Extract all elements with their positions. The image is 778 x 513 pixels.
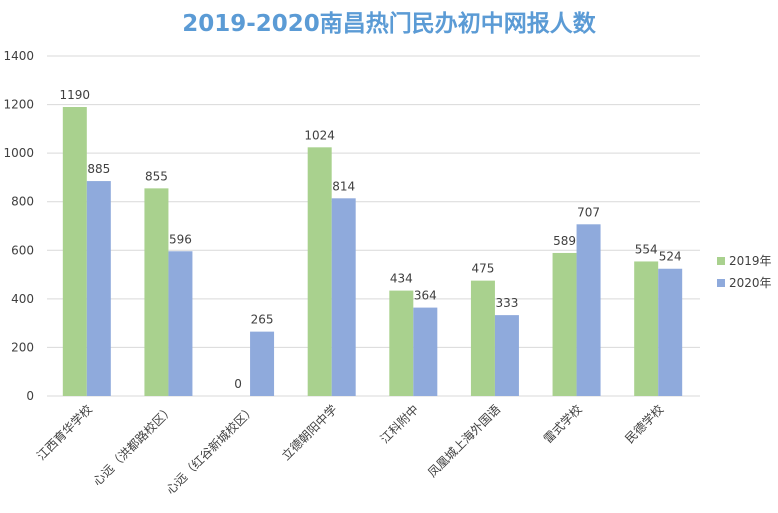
- y-axis-tick-labels: 0 200 400 600 800 1000 1200 1400: [3, 49, 34, 403]
- data-label: 1024: [304, 128, 335, 142]
- data-label: 1190: [60, 88, 91, 102]
- bar-series-2: [658, 268, 683, 396]
- y-tick-label: 600: [11, 243, 34, 257]
- legend-label: 2019年: [729, 254, 772, 268]
- bar-series-2: [494, 315, 519, 396]
- y-tick-label: 200: [11, 340, 34, 354]
- legend: 2019年 2020年: [717, 254, 772, 290]
- bar-series-2: [250, 331, 275, 396]
- data-label: 885: [87, 162, 110, 176]
- data-label: 265: [251, 313, 274, 327]
- y-tick-label: 1200: [3, 98, 34, 112]
- x-tick-label: 雷式学校: [540, 402, 585, 447]
- bar-series-1: [144, 188, 169, 396]
- chart-title: 2019-2020南昌热门民办初中网报人数: [182, 10, 597, 37]
- data-label: 814: [332, 179, 355, 193]
- y-tick-label: 800: [11, 195, 34, 209]
- data-label: 524: [659, 250, 682, 264]
- x-tick-label: 江西育华学校: [33, 402, 95, 464]
- y-tick-label: 0: [26, 389, 34, 403]
- y-tick-label: 1000: [3, 146, 34, 160]
- data-label: 596: [169, 232, 192, 246]
- x-tick-label: 民德学校: [622, 402, 667, 447]
- bar-series-2: [413, 307, 438, 396]
- data-label: 333: [495, 296, 518, 310]
- y-tick-label: 400: [11, 292, 34, 306]
- data-label: 707: [577, 205, 600, 219]
- x-tick-label: 凤凰城上海外国语: [425, 402, 503, 480]
- bar-series-2: [331, 198, 356, 396]
- bar-series-1: [307, 147, 332, 396]
- bar-series-1: [470, 280, 495, 396]
- bar-series-2: [576, 224, 601, 396]
- x-tick-label: 心远（红谷新城校区）: [163, 402, 258, 497]
- x-tick-label: 立德朝阳中学: [278, 402, 340, 464]
- data-label: 554: [635, 242, 658, 256]
- y-tick-label: 1400: [3, 49, 34, 63]
- data-label: 0: [234, 377, 242, 391]
- data-label: 855: [145, 169, 168, 183]
- bar-series-2: [86, 181, 111, 396]
- data-label: 589: [553, 234, 576, 248]
- bar-series-1: [552, 252, 577, 396]
- bar-series-1: [389, 290, 414, 396]
- bar-series-1: [634, 261, 659, 396]
- x-tick-label: 江科附中: [377, 402, 422, 447]
- bars: [62, 107, 683, 396]
- data-label: 475: [471, 262, 494, 276]
- legend-label: 2020年: [729, 276, 772, 290]
- legend-swatch: [717, 279, 725, 287]
- x-tick-label: 心远（洪都路校区）: [90, 402, 177, 489]
- bar-series-2: [168, 251, 193, 396]
- data-label: 364: [414, 289, 437, 303]
- bar-series-1: [62, 107, 87, 396]
- legend-swatch: [717, 257, 725, 265]
- data-label: 434: [390, 272, 413, 286]
